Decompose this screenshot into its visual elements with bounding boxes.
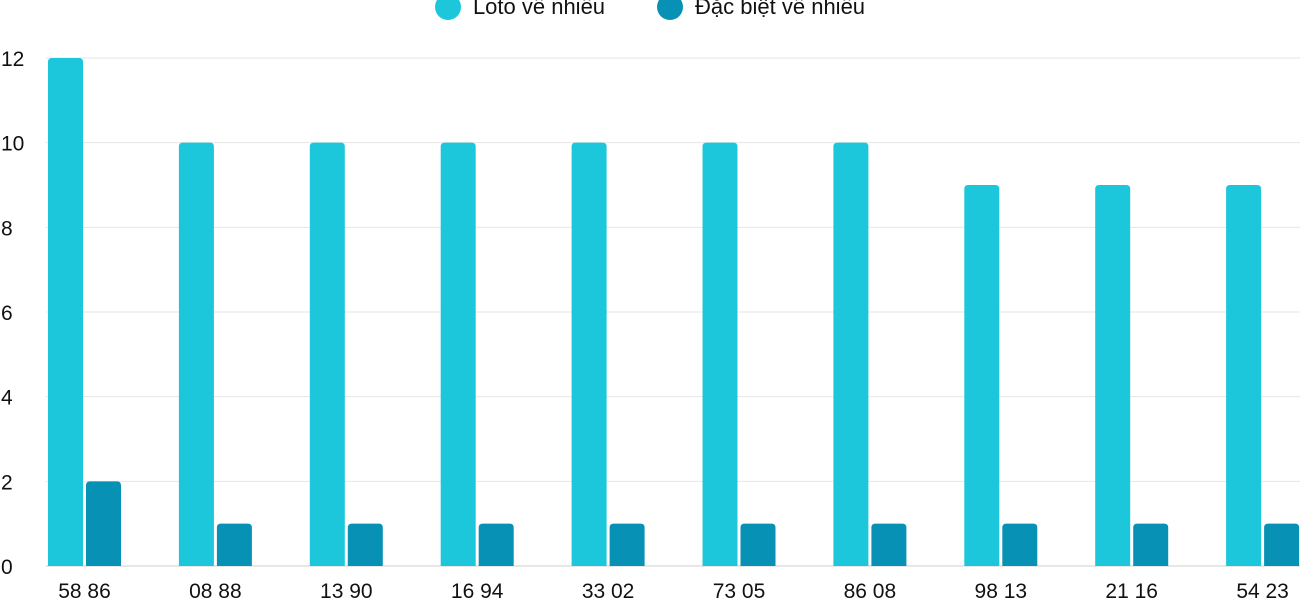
y-tick-label: 6	[1, 302, 13, 325]
y-tick-label: 10	[1, 133, 24, 156]
legend-label-dac-biet: Đặc biệt về nhiều	[695, 0, 866, 19]
bar	[964, 185, 1000, 566]
x-tick-label: 16 94	[451, 580, 504, 600]
x-tick-label: 33 02	[582, 580, 635, 600]
bar	[1095, 185, 1131, 566]
y-tick-label: 0	[1, 556, 13, 579]
legend-swatch-loto	[434, 0, 461, 20]
x-tick-label: 73 05	[713, 580, 766, 600]
y-tick-label: 12	[1, 48, 24, 71]
x-tick-label: 98 13	[975, 580, 1028, 600]
y-tick-label: 4	[1, 387, 13, 410]
bar	[48, 58, 83, 566]
bar	[86, 481, 121, 566]
bar	[216, 523, 252, 566]
bar	[1264, 523, 1300, 566]
x-tick-label: 21 16	[1105, 580, 1158, 600]
bar	[478, 523, 514, 566]
x-tick-label: 13 90	[320, 580, 373, 600]
bar	[833, 142, 869, 566]
bar	[1226, 185, 1262, 566]
bar	[1133, 523, 1169, 566]
x-tick-label: 54 23	[1236, 580, 1289, 600]
bar	[609, 523, 645, 566]
legend-item-dac-biet[interactable]: Đặc biệt về nhiều	[657, 0, 865, 20]
legend-swatch-dac-biet	[657, 0, 684, 20]
bar	[871, 523, 907, 566]
bar	[347, 523, 383, 566]
legend-label-loto: Loto về nhiều	[472, 0, 606, 19]
x-tick-label: 86 08	[844, 580, 897, 600]
y-tick-label: 2	[1, 471, 13, 494]
bar	[740, 523, 776, 566]
bar	[440, 142, 476, 566]
legend-item-loto[interactable]: Loto về nhiều	[434, 0, 606, 20]
chart-legend: Loto về nhiều Đặc biệt về nhiều	[0, 0, 1300, 20]
bar	[1002, 523, 1038, 566]
bar	[309, 142, 345, 566]
y-tick-label: 8	[1, 217, 13, 240]
x-tick-label: 58 86	[58, 580, 111, 600]
bar	[702, 142, 738, 566]
bar	[178, 142, 214, 566]
bar	[571, 142, 607, 566]
x-tick-label: 08 88	[189, 580, 242, 600]
